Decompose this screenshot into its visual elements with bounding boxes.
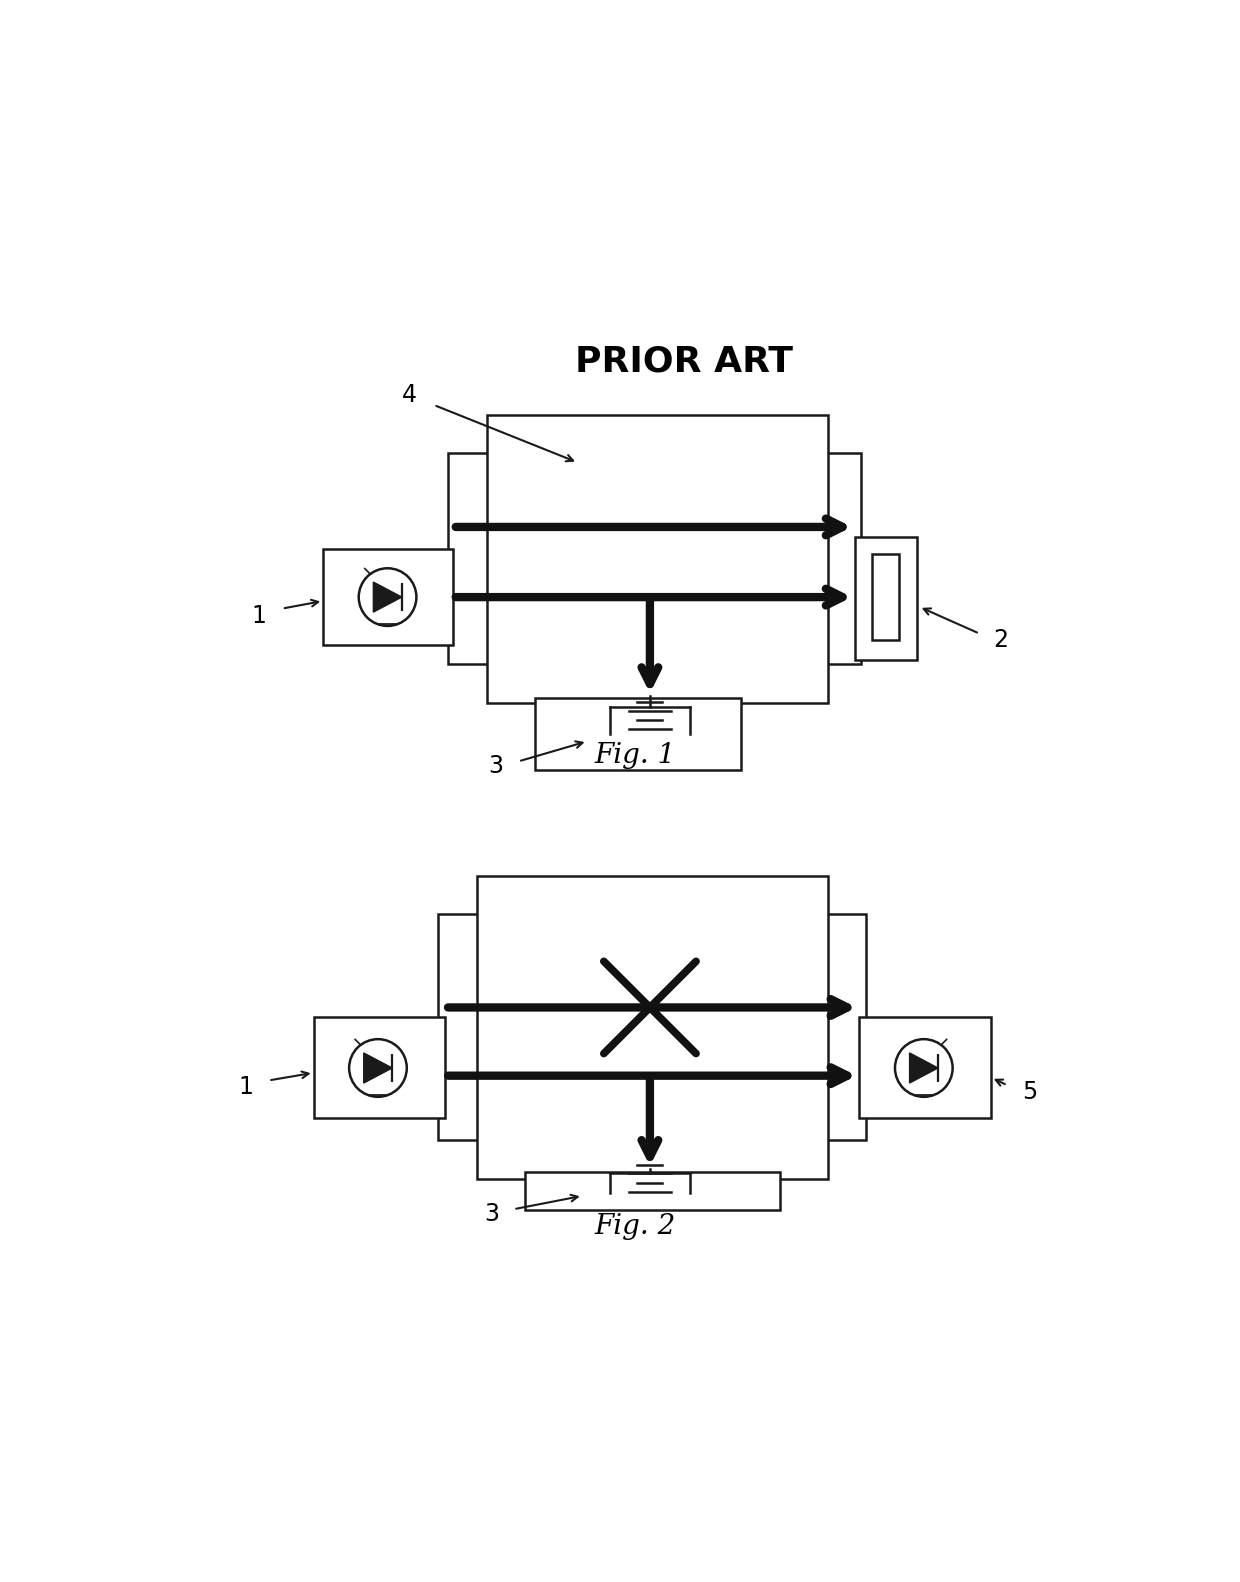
Bar	[477, 876, 828, 1179]
Bar	[872, 554, 899, 641]
Bar	[534, 698, 742, 770]
Polygon shape	[373, 582, 402, 612]
Bar	[448, 452, 862, 664]
Text: 2: 2	[993, 628, 1008, 652]
Bar	[854, 536, 918, 660]
Text: 3: 3	[489, 755, 503, 778]
Polygon shape	[910, 1054, 937, 1084]
Text: 4: 4	[402, 383, 417, 407]
Text: 5: 5	[1022, 1081, 1037, 1104]
Text: Fig. 1: Fig. 1	[595, 742, 676, 769]
Bar	[486, 414, 828, 702]
Text: PRIOR ART: PRIOR ART	[574, 345, 792, 378]
Text: 3: 3	[484, 1202, 498, 1226]
Text: Fig. 2: Fig. 2	[595, 1213, 676, 1240]
Bar	[324, 549, 453, 645]
Polygon shape	[363, 1054, 392, 1084]
Circle shape	[350, 1039, 407, 1096]
Bar	[314, 1017, 445, 1118]
Circle shape	[895, 1039, 952, 1096]
Bar	[859, 1017, 991, 1118]
Text: 1: 1	[239, 1076, 254, 1099]
Bar	[525, 1172, 780, 1210]
Circle shape	[358, 568, 417, 626]
Bar	[439, 914, 866, 1141]
Text: 1: 1	[252, 604, 267, 628]
